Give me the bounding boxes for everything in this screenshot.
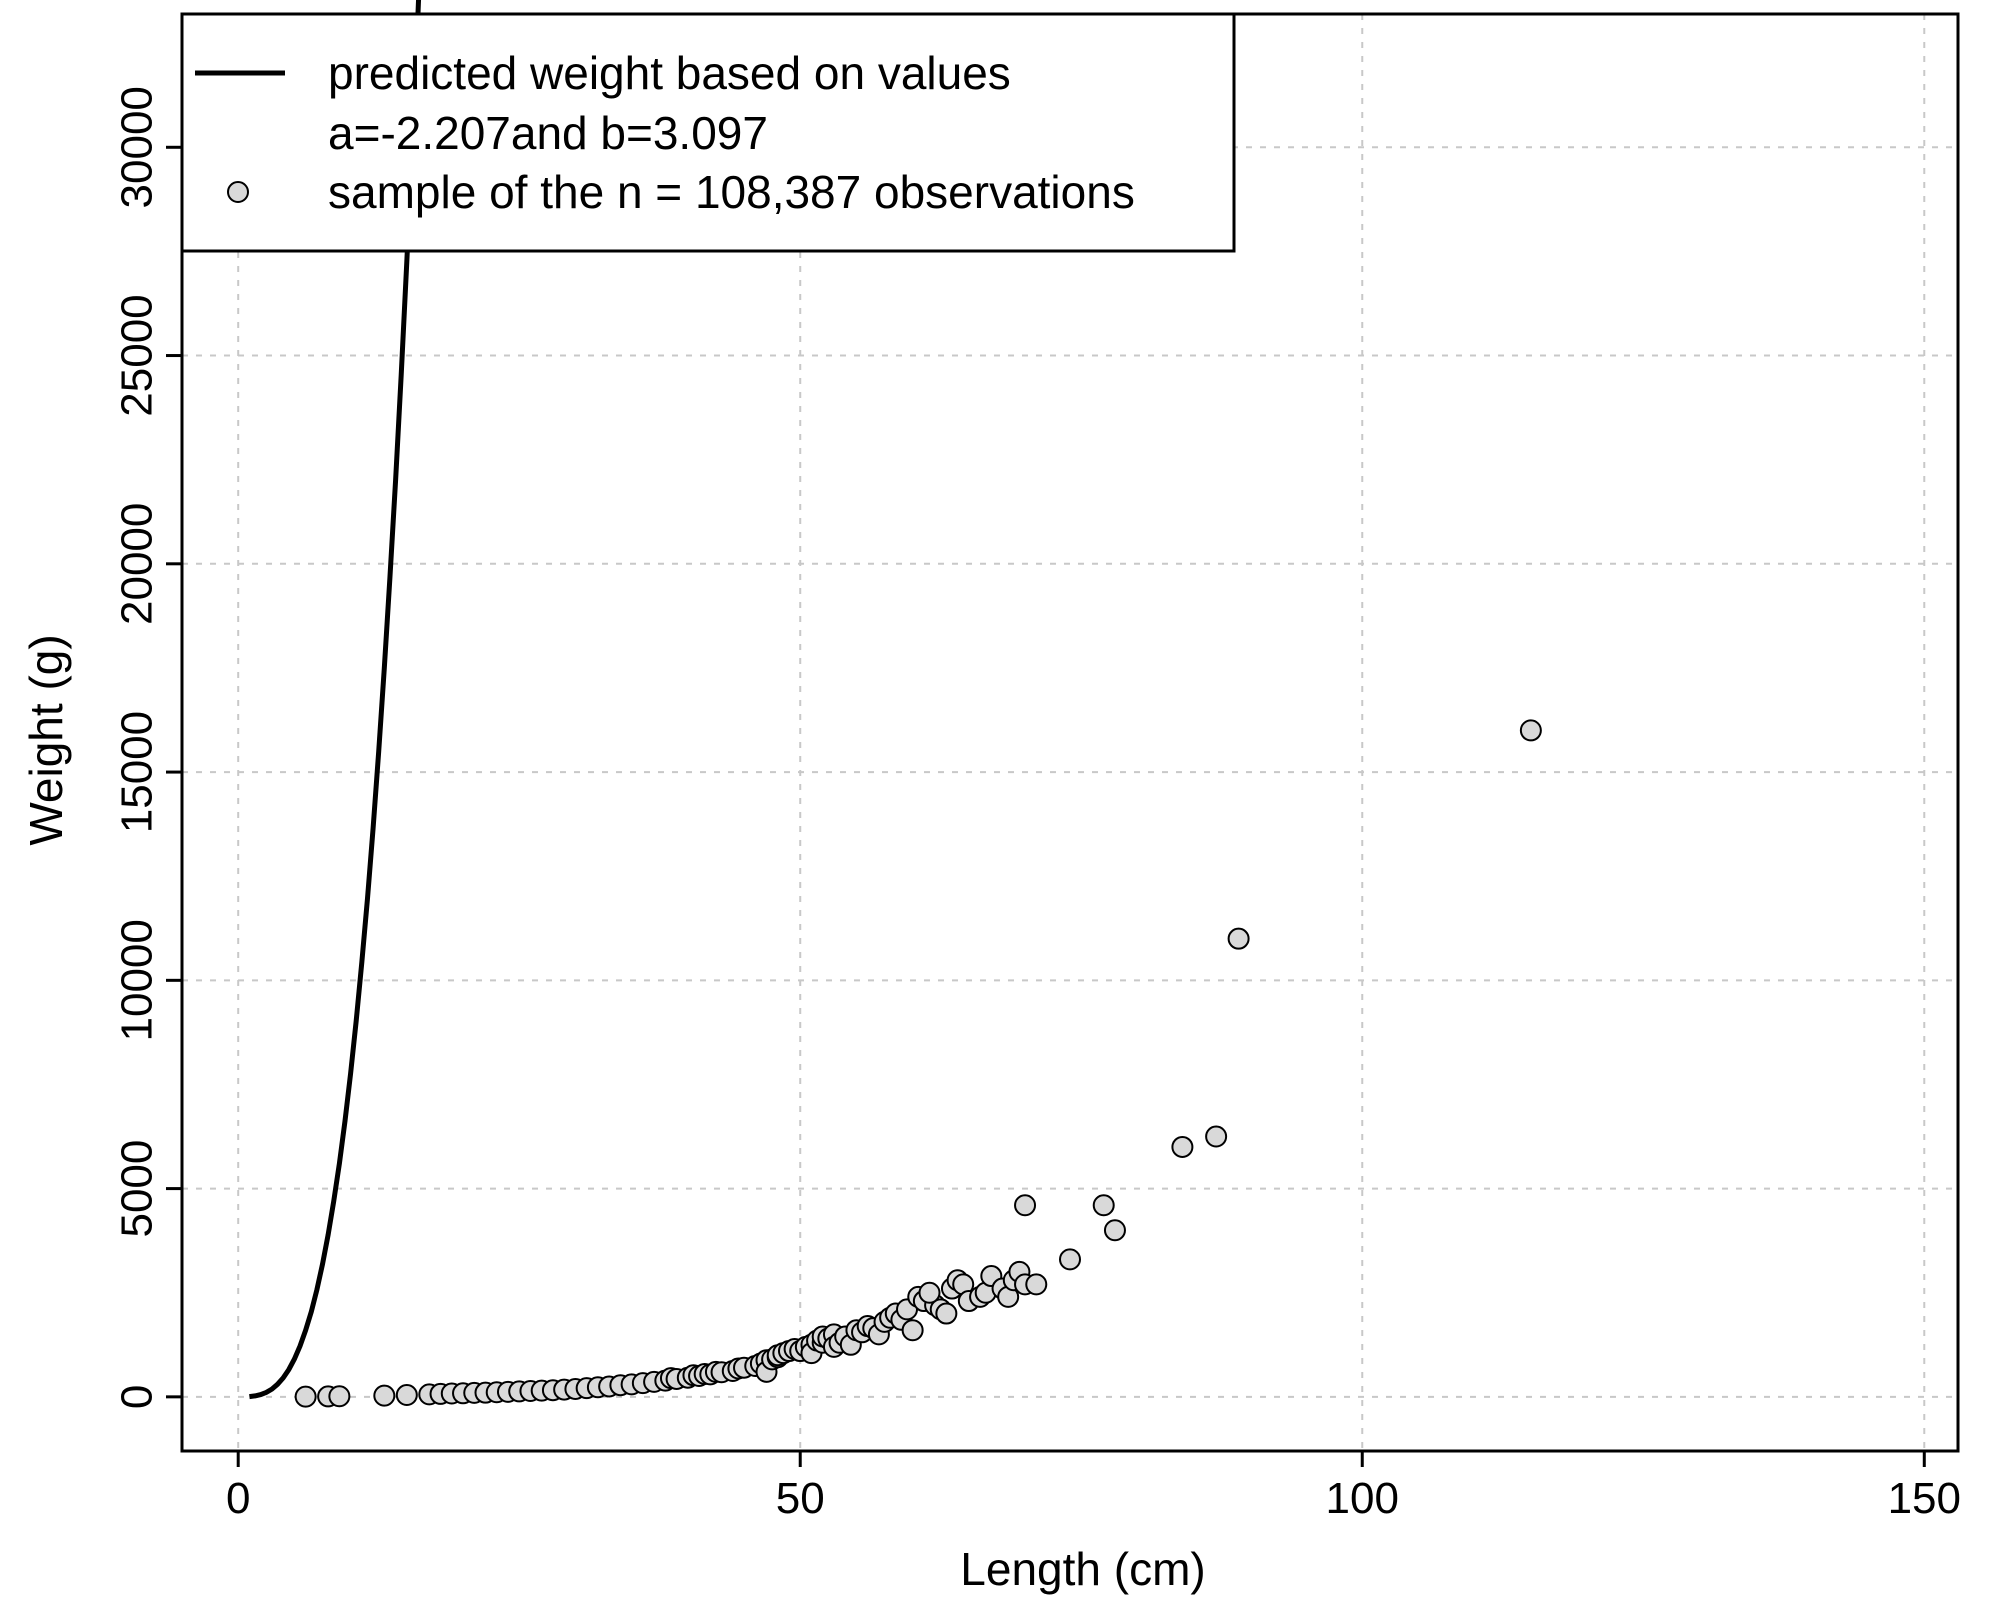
x-axis-title: Length (cm)	[960, 1543, 1205, 1595]
x-tick-label: 0	[226, 1474, 250, 1523]
data-point	[328, 1385, 351, 1408]
legend-line-label-2: a=-2.207and b=3.097	[328, 107, 768, 159]
legend-box	[180, 12, 1236, 253]
data-point	[1092, 1194, 1115, 1217]
data-point	[373, 1384, 396, 1407]
x-tick-label: 150	[1888, 1474, 1961, 1523]
x-axis: 0 50 100 150	[226, 1451, 1961, 1523]
data-point	[901, 1319, 924, 1342]
observation-points	[294, 719, 1542, 1408]
data-point	[1059, 1248, 1081, 1271]
data-point	[395, 1383, 418, 1406]
data-point	[1205, 1125, 1228, 1148]
data-point	[1025, 1273, 1048, 1296]
data-point	[1227, 927, 1250, 950]
legend-point-swatch	[227, 181, 249, 203]
y-tick-label: 25000	[113, 294, 162, 416]
data-point	[935, 1302, 958, 1325]
y-tick-label: 20000	[113, 503, 162, 625]
data-point	[1103, 1219, 1126, 1242]
data-point	[294, 1385, 317, 1408]
grid-lines	[182, 14, 1958, 1451]
data-point	[918, 1281, 941, 1304]
data-point	[1014, 1194, 1037, 1217]
legend-points-label: sample of the n = 108,387 observations	[328, 166, 1135, 218]
y-axis: 0 5000 10000 15000 20000 25000 30000	[113, 86, 182, 1409]
data-point	[1519, 719, 1542, 742]
x-tick-label: 100	[1326, 1474, 1399, 1523]
legend-line-label: predicted weight based on values	[328, 47, 1011, 99]
x-tick-label: 50	[776, 1474, 825, 1523]
y-tick-label: 30000	[113, 86, 162, 208]
y-tick-label: 5000	[113, 1140, 162, 1238]
y-tick-label: 0	[113, 1385, 162, 1409]
y-tick-label: 15000	[113, 711, 162, 833]
y-tick-label: 10000	[113, 919, 162, 1041]
y-axis-title: Weight (g)	[20, 634, 72, 845]
data-point	[1171, 1135, 1194, 1158]
legend: predicted weight based on values a=-2.20…	[180, 12, 1236, 253]
